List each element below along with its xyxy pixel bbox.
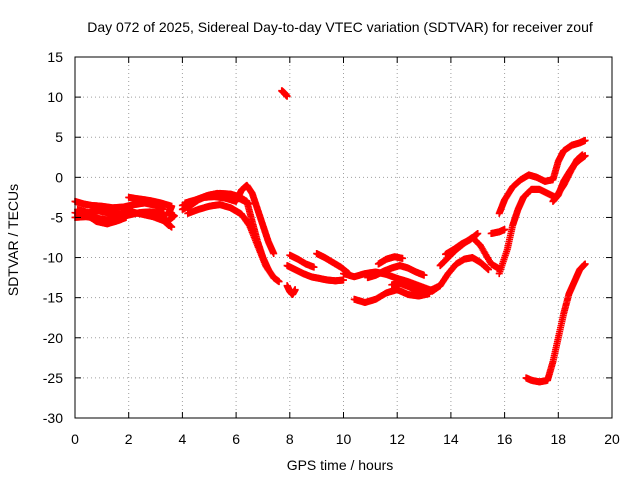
series-arc-k: [283, 262, 347, 285]
data-point: [275, 278, 283, 286]
data-point: [291, 286, 299, 294]
data-point: [581, 136, 589, 144]
data-points: [71, 87, 589, 386]
data-point: [283, 92, 291, 100]
x-tick-label: 20: [604, 431, 620, 447]
data-point: [246, 200, 254, 208]
data-point: [168, 223, 176, 231]
series-arc-r: [374, 253, 407, 268]
y-tick-label: -30: [43, 410, 63, 426]
series-arc-z: [549, 152, 589, 205]
series-arc-h: [184, 201, 283, 286]
series-arc-t: [428, 254, 492, 295]
data-point: [501, 225, 509, 233]
x-tick-label: 12: [389, 431, 405, 447]
series-arc-m: [286, 251, 318, 271]
x-tick-label: 0: [71, 431, 79, 447]
series-arc-e: [125, 193, 178, 231]
chart-title: Day 072 of 2025, Sidereal Day-to-day VTE…: [87, 19, 593, 35]
data-point: [484, 266, 492, 274]
series-arc-q: [364, 262, 428, 282]
x-tick-label: 4: [179, 431, 187, 447]
data-point: [581, 152, 589, 160]
grid: [75, 57, 612, 418]
x-tick-label: 10: [336, 431, 352, 447]
series-arc-v: [442, 229, 482, 258]
series-arc-y: [495, 136, 589, 217]
data-point: [474, 229, 482, 237]
data-point: [270, 250, 278, 258]
y-axis-label: SDTVAR / TECUs: [5, 184, 21, 296]
data-point: [310, 263, 318, 271]
data-point: [122, 213, 130, 221]
series-arc-j: [278, 87, 291, 100]
x-tick-label: 6: [232, 431, 240, 447]
series-arc-p: [350, 286, 433, 306]
series-arc-i: [181, 189, 254, 208]
series-arc-l: [283, 282, 299, 298]
x-tick-label: 14: [443, 431, 459, 447]
y-tick-label: -25: [43, 370, 63, 386]
y-tick-label: 0: [55, 169, 63, 185]
series-arc-d: [71, 209, 130, 228]
x-tick-label: 16: [497, 431, 513, 447]
y-tick-label: 10: [47, 89, 63, 105]
y-tick-label: -20: [43, 330, 63, 346]
series-arc-w: [487, 225, 509, 237]
axis-ticks: [74, 56, 613, 419]
y-tick-label: 15: [47, 49, 63, 65]
data-point: [399, 254, 407, 262]
series-arc-aa: [522, 260, 589, 386]
y-tick-label: 5: [55, 129, 63, 145]
data-point: [340, 276, 347, 284]
x-tick-label: 8: [286, 431, 294, 447]
y-tick-label: -15: [43, 290, 63, 306]
x-tick-labels: 0 2 4 6 8 10 12 14 16 18 20: [71, 431, 620, 447]
x-axis-label: GPS time / hours: [287, 457, 394, 473]
y-tick-label: -5: [51, 209, 64, 225]
series-arc-a: [71, 197, 168, 213]
x-tick-label: 2: [125, 431, 133, 447]
data-point: [420, 271, 428, 279]
y-tick-labels: -30 -25 -20 -15 -10 -5 0 5 10 15: [43, 49, 63, 426]
x-tick-label: 18: [551, 431, 567, 447]
data-point: [581, 260, 589, 268]
y-tick-label: -10: [43, 250, 63, 266]
